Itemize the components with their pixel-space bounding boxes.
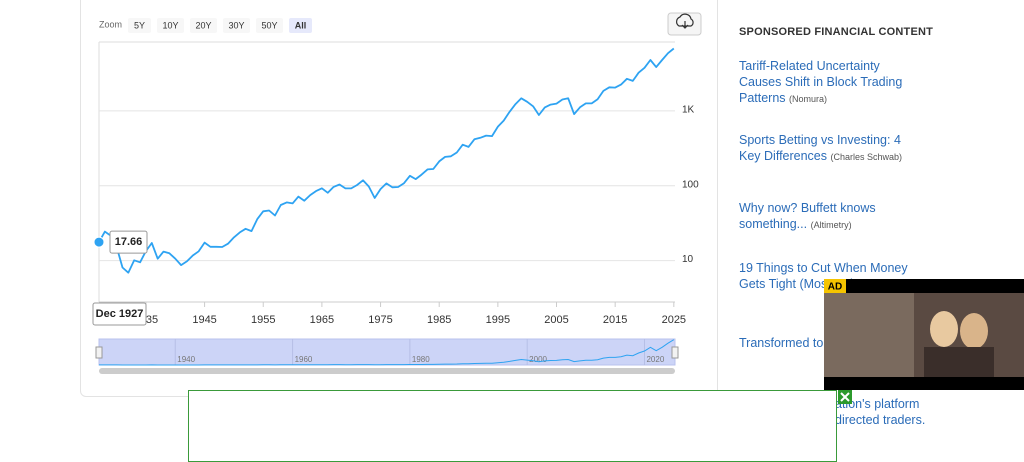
x-tick-label: 1965 bbox=[310, 314, 334, 326]
sponsored-link[interactable]: Tariff-Related Uncertainty Causes Shift … bbox=[739, 58, 925, 107]
sponsored-link[interactable]: ation's platform directed traders. bbox=[835, 396, 930, 428]
sponsored-link[interactable]: Sports Betting vs Investing: 4 Key Diffe… bbox=[739, 132, 925, 165]
navigator-tick-label: 2020 bbox=[646, 355, 664, 364]
x-tick-label: 2005 bbox=[544, 314, 568, 326]
zoom-button-label: 10Y bbox=[162, 20, 178, 30]
video-person bbox=[960, 313, 988, 349]
zoom-button-label: 50Y bbox=[261, 20, 277, 30]
tooltip-box bbox=[109, 230, 148, 254]
x-tick-label: 1955 bbox=[251, 314, 275, 326]
y-tick-label: 1K bbox=[682, 104, 695, 115]
ad-frame bbox=[188, 390, 837, 462]
zoom-button[interactable] bbox=[157, 18, 184, 33]
link-title[interactable]: ation's platform directed traders. bbox=[835, 397, 926, 427]
link-title[interactable]: Tariff-Related Uncertainty Causes Shift … bbox=[739, 59, 903, 105]
x-crosshair-label: Dec 1927 bbox=[96, 308, 144, 320]
video-frame: AD bbox=[824, 279, 1024, 390]
link-source: (Charles Schwab) bbox=[830, 152, 903, 162]
sidebar-heading: SPONSORED FINANCIAL CONTENT bbox=[739, 26, 934, 38]
zoom-button-label: 30Y bbox=[228, 20, 244, 30]
x-crosshair-label-box bbox=[92, 302, 147, 326]
zoom-button-label: 5Y bbox=[134, 20, 145, 30]
zoom-button[interactable] bbox=[289, 18, 312, 33]
price-line bbox=[98, 47, 675, 274]
zoom-button[interactable] bbox=[190, 18, 217, 33]
scrollbar[interactable] bbox=[99, 368, 675, 374]
navigator-tick-label: 2000 bbox=[529, 355, 547, 364]
navigator-tick-label: 1980 bbox=[412, 355, 430, 364]
x-tick-label: 1985 bbox=[427, 314, 451, 326]
video-person bbox=[930, 311, 958, 347]
x-tick-label: 1975 bbox=[368, 314, 392, 326]
video-figure bbox=[924, 347, 994, 377]
navigator-tick-label: 1960 bbox=[295, 355, 313, 364]
zoom-button-label: All bbox=[295, 20, 307, 30]
navigator-handle[interactable] bbox=[95, 346, 103, 359]
navigator-line bbox=[99, 339, 675, 366]
navigator-tick-label: 1940 bbox=[177, 355, 195, 364]
video-wall bbox=[824, 293, 914, 377]
navigator-handle[interactable] bbox=[671, 346, 679, 359]
sponsored-link[interactable]: Why now? Buffett knows something... (Alt… bbox=[739, 200, 925, 233]
x-tick-label: 2015 bbox=[603, 314, 627, 326]
link-source: (Nomura) bbox=[789, 94, 828, 104]
video-ad[interactable]: AD bbox=[824, 279, 1024, 390]
ad-close[interactable] bbox=[838, 390, 852, 404]
zoom-button[interactable] bbox=[256, 18, 283, 33]
link-title[interactable]: Why now? Buffett knows something... bbox=[739, 201, 876, 231]
link-title[interactable]: Sports Betting vs Investing: 4 Key Diffe… bbox=[739, 133, 901, 163]
tooltip-value: 17.66 bbox=[115, 236, 143, 248]
x-tick-label: 1995 bbox=[486, 314, 510, 326]
video-bar bbox=[824, 377, 1024, 390]
zoom-label: Zoom bbox=[99, 19, 122, 29]
zoom-button[interactable] bbox=[128, 18, 151, 33]
hover-point bbox=[93, 236, 105, 248]
zoom-button[interactable] bbox=[223, 18, 250, 33]
x-tick-label: 1945 bbox=[192, 314, 216, 326]
x-tick-label: 2025 bbox=[662, 314, 686, 326]
page: Zoom5Y10Y20Y30Y50YAll101001K193519451955… bbox=[80, 0, 1024, 462]
y-tick-label: 100 bbox=[682, 179, 699, 190]
y-tick-label: 10 bbox=[682, 254, 694, 265]
ad-badge bbox=[824, 279, 846, 293]
ad-badge-text: AD bbox=[828, 282, 842, 293]
zoom-button-label: 20Y bbox=[195, 20, 211, 30]
link-source: (Altimetry) bbox=[810, 220, 852, 230]
chart: Zoom5Y10Y20Y30Y50YAll101001K193519451955… bbox=[92, 12, 702, 374]
download-icon bbox=[676, 13, 694, 29]
